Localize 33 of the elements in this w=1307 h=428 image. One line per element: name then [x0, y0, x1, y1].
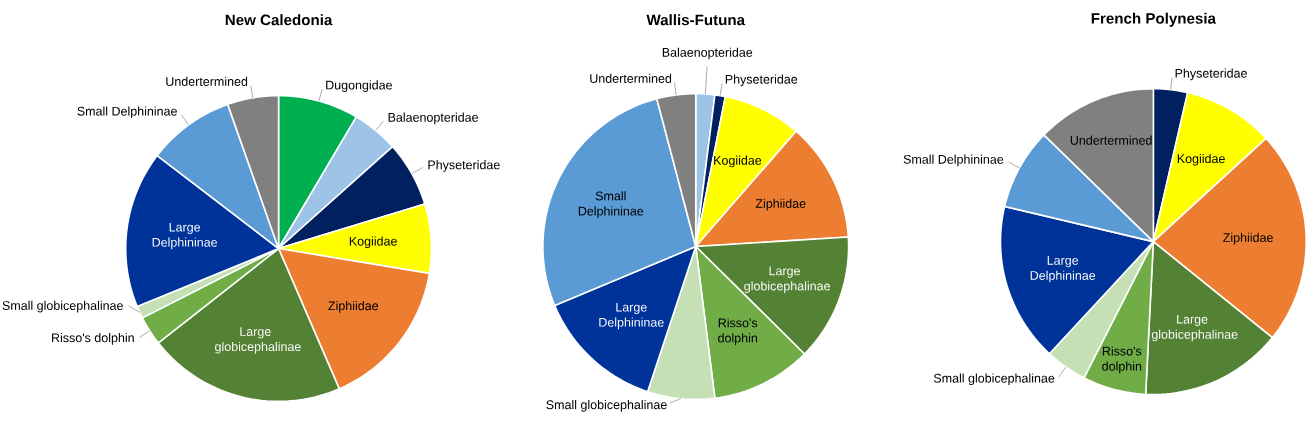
slice-label: Undertermined — [1070, 135, 1152, 145]
slice-label: Ziphiidae — [328, 301, 379, 313]
slice-label: Small globicephalinae — [546, 399, 667, 412]
slice-label: Small Delphininae — [578, 191, 644, 218]
slice-label: Physeteridae — [725, 74, 798, 87]
slice-label: Large Delphininae — [599, 302, 664, 330]
slice-label: Large Delphininae — [1030, 256, 1096, 283]
slice-label: Kogiidae — [714, 155, 762, 168]
slice-label: Dugongidae — [326, 80, 392, 92]
chart-title: French Polynesia — [1091, 12, 1217, 27]
slice-label: Physeteridae — [428, 160, 500, 172]
slice-label: Kogiidae — [1177, 153, 1225, 166]
slice-label: Risso's dolphin — [718, 318, 758, 345]
slice-label: Large globicephalinae — [215, 327, 301, 354]
slice-label: Risso's dolphin — [52, 333, 134, 345]
slice-label: Small Delphininae — [77, 106, 177, 119]
chart-title: New Caledonia — [225, 14, 333, 26]
slice-label: Undertermined — [590, 73, 672, 83]
slice-label: Kogiidae — [349, 236, 397, 249]
slice-label: Large globicephalinae — [1151, 314, 1238, 342]
slice-label: Balaenopteridae — [388, 112, 478, 125]
chart-title: Wallis-Futuna — [646, 14, 746, 26]
slice-label: Small Delphininae — [903, 154, 1004, 167]
slice-label: Small globicephalinae — [933, 373, 1055, 386]
slice-label: Physeteridae — [1175, 68, 1247, 81]
slice-label: Ziphiidae — [755, 198, 806, 211]
slice-label: Large globicephalinae — [744, 266, 830, 293]
slice-label: Balaenopteridae — [662, 47, 753, 60]
slice-label: Large Delphininae — [152, 222, 218, 250]
slice-label: Small globicephalinae — [2, 300, 123, 313]
slice-label: Risso's dolphin — [1102, 346, 1142, 374]
slice-label: Ziphiidae — [1223, 232, 1273, 245]
slice-label: Undertermined — [166, 76, 248, 86]
